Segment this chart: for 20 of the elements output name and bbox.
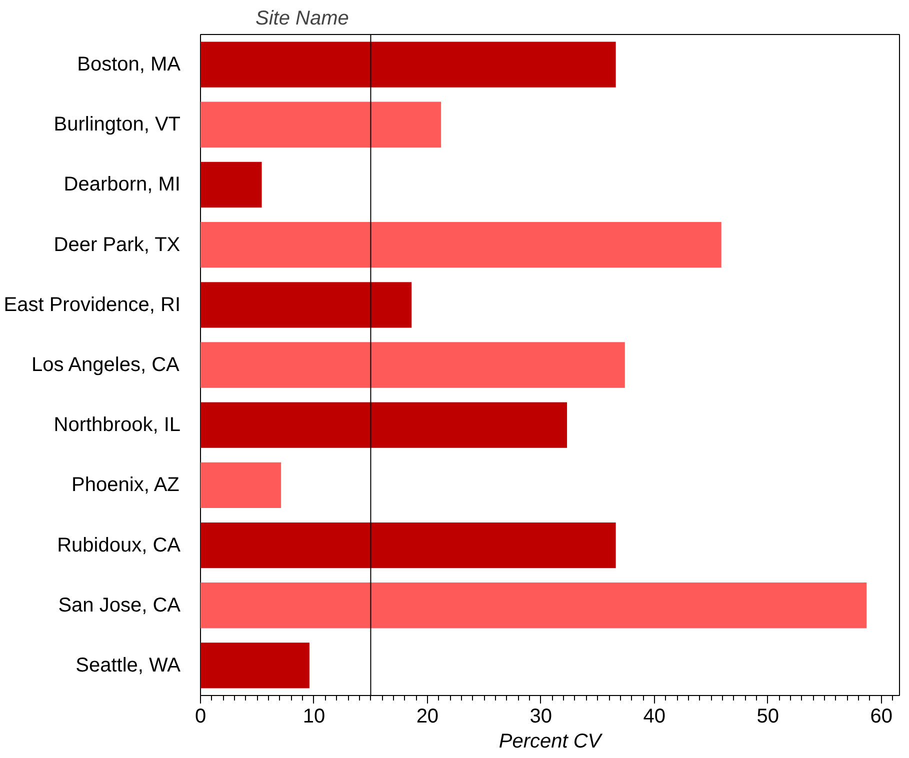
y-tick-label: Dearborn, MI <box>64 174 181 196</box>
y-tick-label: Deer Park, TX <box>54 234 180 256</box>
x-tick-label: 40 <box>643 706 666 728</box>
x-tick-label: 50 <box>756 706 779 728</box>
x-tick-label: 0 <box>194 706 206 728</box>
x-tick-label: 10 <box>302 706 326 728</box>
y-tick-label: Northbrook, IL <box>54 414 181 436</box>
x-tick-label: 60 <box>870 706 892 728</box>
y-tick-label: Burlington, VT <box>54 114 181 136</box>
y-tick-label: Boston, MA <box>77 54 182 76</box>
x-axis-title: Percent CV <box>498 730 603 752</box>
x-tick-label: 30 <box>530 706 552 728</box>
y-tick-label: East Providence, RI <box>4 294 180 316</box>
y-tick-label: San Jose, CA <box>58 594 182 616</box>
y-tick-label: Seattle, WA <box>76 654 182 676</box>
y-tick-label: Phoenix, AZ <box>72 474 180 496</box>
y-axis-title: Site Name <box>256 8 349 30</box>
y-tick-label: Rubidoux, CA <box>57 534 182 556</box>
y-tick-label: Los Angeles, CA <box>32 354 180 376</box>
x-tick-label: 20 <box>416 706 439 728</box>
